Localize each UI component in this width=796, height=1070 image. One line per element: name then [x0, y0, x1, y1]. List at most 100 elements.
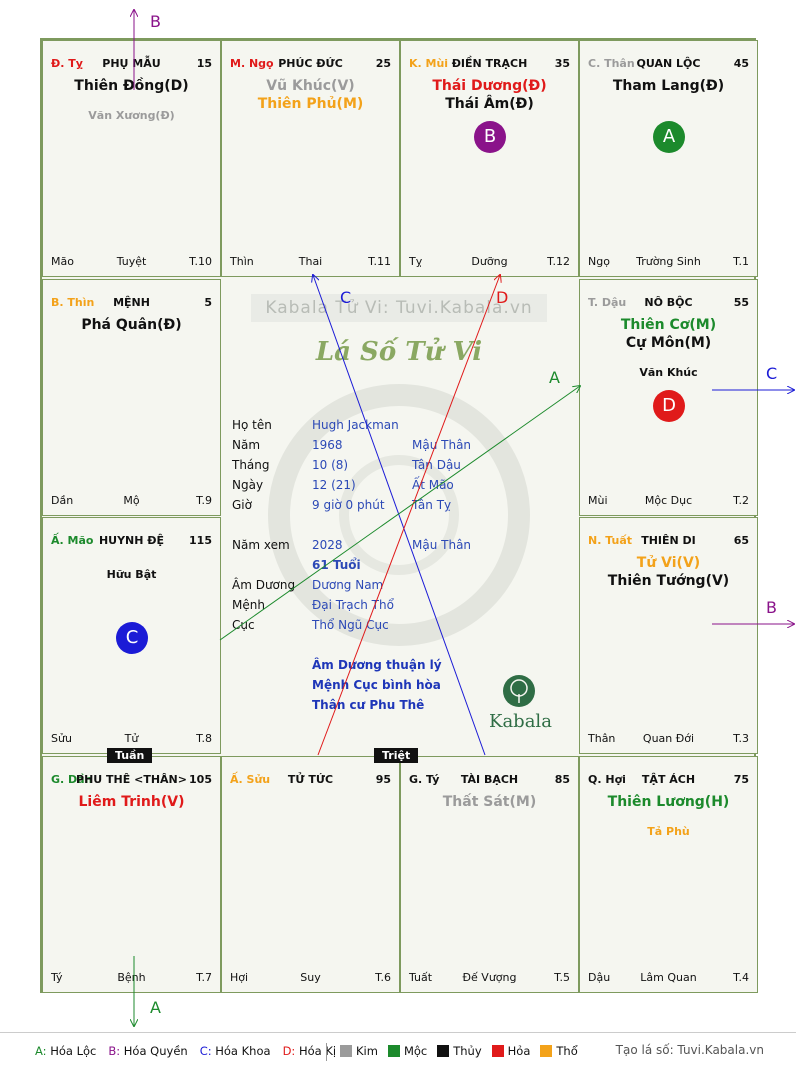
legend-text: Hóa Khoa	[215, 1044, 271, 1058]
palace-number: 55	[733, 296, 749, 309]
palace-number: 65	[733, 534, 749, 547]
brand-title: Lá Số Tử Vi	[315, 337, 483, 367]
branch-label: Tuất	[409, 971, 433, 984]
palace-name: MỆNH	[113, 296, 150, 309]
element-swatch	[540, 1045, 553, 1057]
info-value: Đại Trạch Thổ	[312, 598, 394, 612]
info-label: Giờ	[232, 498, 252, 512]
info-label: Cục	[232, 618, 255, 632]
star-list: Tử Vi(V) Thiên Tướng(V)	[580, 554, 757, 590]
minor-star: Văn Khúc	[639, 366, 698, 379]
star-list: Thiên Lương(H) Tả Phù	[580, 793, 757, 838]
star-list: Hữu Bật	[43, 554, 220, 581]
legend-key: D:	[282, 1044, 296, 1058]
info-value: 9 giờ 0 phút	[312, 498, 385, 512]
legend-element-item: Kim	[340, 1044, 378, 1058]
info-label: Tháng	[232, 458, 270, 472]
palace-number: 25	[375, 57, 391, 70]
legend-hoa-item: B: Hóa Quyền	[108, 1044, 187, 1058]
info-value-2: Mậu Thân	[412, 438, 472, 452]
palace-number: 95	[375, 773, 391, 786]
major-star: Thái Âm(Đ)	[445, 96, 534, 112]
month-label: T.8	[196, 732, 212, 745]
palace-cell: N. Tuất THIÊN DI 65 Tử Vi(V) Thiên Tướng(V) T…	[579, 517, 758, 754]
month-label: T.11	[368, 255, 391, 268]
month-label: T.2	[733, 494, 749, 507]
palace-name: HUYNH ĐỆ	[98, 534, 165, 547]
element-name: Thủy	[453, 1044, 482, 1058]
palace-cell: G. Tý TÀI BẠCH 85 Thất Sát(M) Tuất Đế Vượng T.…	[400, 756, 579, 993]
can-chi-label: T. Dậu	[588, 296, 627, 309]
info-value: 10 (8)	[312, 458, 349, 472]
branch-label: Tý	[51, 971, 63, 984]
palace-name: PHỤ MẪU	[102, 57, 161, 70]
stage-label: Dưỡng	[471, 255, 508, 268]
stage-label: Mộ	[123, 494, 140, 507]
palace-cell: Ấ. Sửu TỬ TỨC 95 Hợi Suy T.6	[221, 756, 400, 993]
palace-number: 115	[189, 534, 212, 547]
palace-name: PHÚC ĐỨC	[278, 57, 343, 70]
major-star: Tham Lang(Đ)	[612, 78, 725, 94]
horoscope-chart: Kabala Tử Vi: Tuvi.Kabala.vn Lá Số Tử Vi…	[40, 38, 758, 993]
minor-star: Hữu Bật	[106, 568, 157, 581]
palace-name: PHU THÊ <THÂN>	[76, 773, 187, 786]
info-value: Hugh Jackman	[312, 418, 399, 432]
major-star: Thiên Phủ(M)	[257, 96, 364, 112]
star-list: Thái Dương(Đ) Thái Âm(Đ)	[401, 77, 578, 113]
branch-label: Sửu	[51, 732, 72, 745]
can-chi-label: G. Dần	[51, 773, 93, 786]
month-label: T.9	[196, 494, 212, 507]
legend-hoa-item: C: Hóa Khoa	[200, 1044, 271, 1058]
legend-text: Hóa Lộc	[50, 1044, 97, 1058]
month-label: T.5	[554, 971, 570, 984]
major-star: Thiên Cơ(M)	[620, 317, 717, 333]
major-star: Thái Dương(Đ)	[432, 78, 547, 94]
arrow-label-b-right: B	[766, 598, 777, 617]
stage-label: Trường Sinh	[636, 255, 701, 268]
triet-tag: Triệt	[374, 748, 419, 763]
element-swatch	[437, 1045, 450, 1057]
info-label: Âm Dương	[232, 578, 296, 592]
transformation-badge: A	[653, 121, 685, 153]
palace-cell: M. Ngọ PHÚC ĐỨC 25 Vũ Khúc(V) Thiên Phủ(M) Th…	[221, 40, 400, 277]
palace-number: 85	[554, 773, 570, 786]
info-label: Ngày	[232, 478, 264, 492]
info-label: Mệnh	[232, 598, 265, 612]
palace-number: 105	[189, 773, 212, 786]
legend-elements: Kim Mộc Thủy Hỏa Thổ	[340, 1044, 588, 1058]
palace-cell: K. Mùi ĐIỀN TRẠCH 35 Thái Dương(Đ) Thái Âm(Đ…	[400, 40, 579, 277]
transformation-badge: C	[116, 622, 148, 654]
stage-label: Tuyệt	[116, 255, 147, 268]
legend-transformations: A: Hóa Lộc B: Hóa Quyền C: Hóa Khoa D: Hóa …	[35, 1044, 348, 1058]
legend-element-item: Thủy	[437, 1044, 482, 1058]
branch-label: Dậu	[588, 971, 611, 984]
can-chi-label: G. Tý	[409, 773, 440, 786]
palace-cell: C. Thân QUAN LỘC 45 Tham Lang(Đ) Ngọ Trường S…	[579, 40, 758, 277]
palace-cell: G. Dần PHU THÊ <THÂN> 105 Liêm Trinh(V) Tý Bệ…	[42, 756, 221, 993]
palace-cell: Ấ. Mão HUYNH ĐỆ 115 Hữu Bật Sửu Tử T.8 C	[42, 517, 221, 754]
element-name: Thổ	[556, 1044, 578, 1058]
arrow-label-a-mid: A	[549, 368, 560, 387]
minor-star: Tả Phù	[647, 825, 690, 838]
branch-label: Tỵ	[409, 255, 423, 268]
major-star: Thiên Lương(H)	[607, 794, 730, 810]
can-chi-label: K. Mùi	[409, 57, 449, 70]
transformation-badge: D	[653, 390, 685, 422]
branch-label: Mùi	[588, 494, 608, 507]
branch-label: Thân	[588, 732, 616, 745]
info-value: 2028	[312, 538, 343, 552]
info-value: 61 Tuổi	[312, 558, 361, 572]
arrow-label-c-mid: C	[340, 288, 352, 307]
can-chi-label: Đ. Tỵ	[51, 57, 83, 70]
stage-label: Lâm Quan	[640, 971, 697, 984]
month-label: T.4	[733, 971, 749, 984]
palace-name: TÀI BẠCH	[460, 773, 519, 786]
can-chi-label: Ấ. Mão	[51, 534, 94, 547]
legend-divider	[326, 1043, 327, 1061]
info-value: 12 (21)	[312, 478, 356, 492]
info-label: Họ tên	[232, 418, 272, 432]
star-list: Vũ Khúc(V) Thiên Phủ(M)	[222, 77, 399, 113]
legend-element-item: Thổ	[540, 1044, 578, 1058]
stage-label: Bệnh	[117, 971, 146, 984]
info-value: Dương Nam	[312, 578, 384, 592]
